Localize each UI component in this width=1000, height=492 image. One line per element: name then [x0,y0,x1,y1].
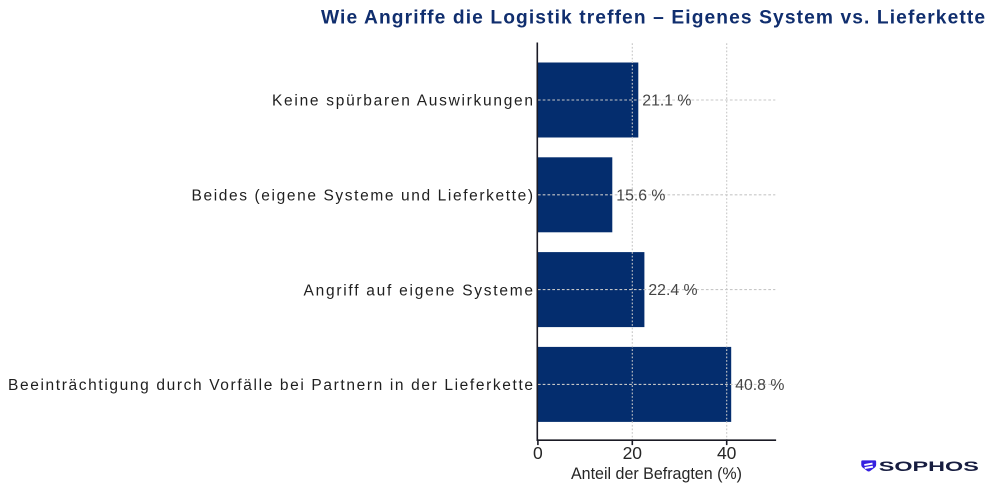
svg-text:20: 20 [623,443,643,463]
svg-text:Keine spürbaren Auswirkungen: Keine spürbaren Auswirkungen [272,93,533,110]
svg-text:Anteil der Befragten (%): Anteil der Befragten (%) [571,464,742,483]
svg-text:22.4 %: 22.4 % [648,282,697,299]
svg-text:Angriff auf eigene Systeme: Angriff auf eigene Systeme [304,282,534,299]
svg-text:SOPHOS: SOPHOS [879,459,979,474]
svg-text:21.1 %: 21.1 % [642,93,691,110]
svg-text:15.6 %: 15.6 % [616,187,665,204]
svg-text:40: 40 [717,443,737,463]
svg-text:40.8 %: 40.8 % [735,377,784,394]
svg-text:0: 0 [533,443,543,463]
svg-text:Wie Angriffe die Logistik tref: Wie Angriffe die Logistik treffen – Eige… [321,8,985,29]
svg-text:Beeinträchtigung durch Vorfäll: Beeinträchtigung durch Vorfälle bei Part… [8,377,533,394]
svg-text:Beides (eigene Systeme und Lie: Beides (eigene Systeme und Lieferkette) [192,188,534,205]
